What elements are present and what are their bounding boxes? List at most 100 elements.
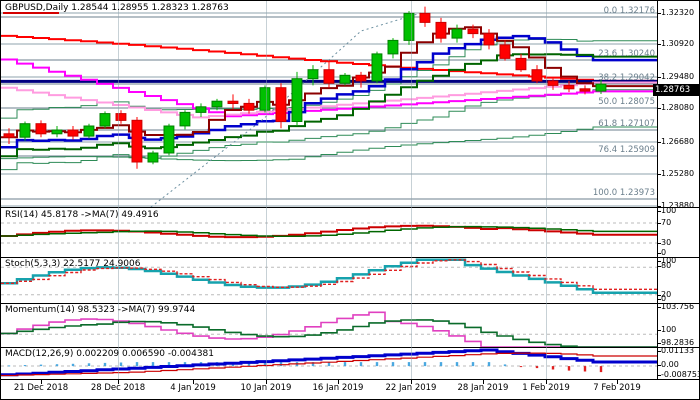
momentum-header: Momentum(14) 98.5323 ->MA(7) 99.9744 — [5, 305, 196, 315]
axis-label: -0.008753 — [661, 370, 699, 379]
time-gridline — [546, 1, 547, 379]
candle — [3, 128, 15, 144]
candle — [371, 51, 383, 84]
candle — [163, 123, 175, 156]
axis-tick — [658, 375, 661, 376]
candle — [355, 71, 367, 88]
price-tick — [658, 44, 661, 45]
time-axis-label: 7 Feb 2019 — [593, 383, 641, 393]
fibonacci-level-label: 50.0 1.28075 — [598, 97, 655, 107]
axis-tick — [658, 299, 661, 300]
axis-label: 30 — [661, 238, 672, 247]
price-tick — [658, 206, 661, 207]
candle — [131, 116, 143, 169]
candle — [115, 110, 127, 124]
rsi-axis: 100 70 30 0 — [657, 208, 699, 257]
candle — [403, 11, 415, 45]
time-gridline — [411, 1, 412, 379]
time-axis-tick — [546, 380, 547, 384]
candle — [595, 79, 607, 94]
momentum-axis: 103.756 100 98.2836 — [657, 304, 699, 347]
momentum-panel[interactable]: Momentum(14) 98.5323 ->MA(7) 99.9744 103… — [1, 303, 699, 347]
symbol-header: GBPUSD,Daily 1.28544 1.28955 1.28323 1.2… — [5, 3, 229, 13]
axis-label: 0.00 — [661, 360, 679, 370]
axis-label: 20 — [661, 289, 672, 299]
fibonacci-level-label: 0.0 1.32176 — [603, 6, 655, 16]
candle — [515, 53, 527, 72]
candle — [531, 65, 543, 84]
time-axis-tick — [41, 380, 42, 384]
fibonacci-level-label: 100.0 1.23973 — [592, 188, 655, 198]
fibonacci-level-label: 23.6 1.30240 — [598, 49, 655, 59]
rsi-plot-area[interactable] — [1, 208, 657, 257]
axis-tick — [658, 243, 661, 244]
axis-tick — [658, 211, 661, 212]
axis-tick — [658, 223, 661, 224]
axis-label: 0.01133 — [661, 347, 695, 355]
time-gridline — [118, 1, 119, 379]
candle — [451, 24, 463, 43]
axis-label: 80 — [661, 261, 672, 271]
candle — [275, 83, 287, 129]
candle — [547, 78, 559, 90]
time-axis-tick — [338, 380, 339, 384]
candle — [147, 150, 159, 165]
candle — [419, 6, 431, 27]
time-axis-tick — [118, 380, 119, 384]
macd-axis: 0.01133 0.00 -0.008753 — [657, 348, 699, 379]
candle — [83, 123, 95, 139]
axis-label: 98.2836 — [661, 338, 695, 347]
candle — [211, 98, 223, 111]
candle — [99, 111, 111, 129]
stochastic-panel[interactable]: Stoch(5,3,3) 22.5177 24.9006 100 80 20 0 — [1, 257, 699, 303]
axis-tick — [658, 365, 661, 367]
candle — [35, 120, 47, 138]
price-tick — [658, 77, 661, 78]
price-tick-label: 1.28080 — [661, 103, 695, 112]
axis-tick — [658, 343, 661, 344]
candle — [67, 125, 79, 140]
price-tick — [658, 142, 661, 143]
price-plot-area[interactable] — [1, 1, 657, 207]
candle — [259, 85, 271, 113]
time-axis-tick — [483, 380, 484, 384]
candle — [579, 85, 591, 95]
price-tick — [658, 13, 661, 14]
time-axis: 21 Dec 2018 28 Dec 2018 4 Jan 2019 10 Jan 2… — [1, 379, 699, 399]
axis-tick — [658, 266, 661, 268]
time-axis-tick — [193, 380, 194, 384]
time-axis-label: 16 Jan 2019 — [312, 383, 364, 393]
price-axis[interactable]: 1.32320 1.30920 1.29480 1.28080 1.26680 1.252… — [657, 1, 699, 207]
rsi-panel[interactable]: RSI(14) 45.8178 ->MA(7) 49.4916 100 70 30 0 — [1, 207, 699, 257]
time-axis-label: 22 Jan 2019 — [385, 383, 437, 393]
candle — [291, 71, 303, 126]
price-tick — [658, 174, 661, 175]
axis-tick — [658, 253, 661, 254]
candle — [243, 98, 255, 114]
time-axis-tick — [266, 380, 267, 384]
rsi-header: RSI(14) 45.8178 ->MA(7) 49.4916 — [5, 210, 159, 220]
candle — [227, 94, 239, 110]
price-tick — [658, 108, 661, 109]
fibonacci-level-label: 38.2 1.29042 — [598, 73, 655, 83]
macd-header: MACD(12,26,9) 0.002209 0.006590 -0.00438… — [5, 349, 215, 359]
price-panel[interactable]: GBPUSD,Daily 1.28544 1.28955 1.28323 1.2… — [1, 1, 699, 207]
axis-tick — [658, 330, 661, 332]
axis-tick — [658, 294, 661, 296]
stochastic-plot-area[interactable] — [1, 258, 657, 303]
fibonacci-level-label: 76.4 1.25909 — [598, 145, 655, 155]
price-tick-label: 1.26680 — [661, 137, 695, 146]
axis-label: 103.756 — [661, 303, 695, 311]
axis-label: 100 — [661, 257, 677, 265]
time-axis-tick — [617, 380, 618, 384]
stochastic-axis: 100 80 20 0 — [657, 258, 699, 303]
current-price-label: 1.28763 — [653, 84, 699, 96]
candle — [339, 73, 351, 86]
momentum-plot-area[interactable] — [1, 304, 657, 347]
macd-plot-area[interactable] — [1, 348, 657, 379]
macd-panel[interactable]: MACD(12,26,9) 0.002209 0.006590 -0.00438… — [1, 347, 699, 379]
candle — [51, 125, 63, 138]
candle — [195, 103, 207, 117]
time-axis-label: 1 Feb 2019 — [522, 383, 570, 393]
stochastic-header: Stoch(5,3,3) 22.5177 24.9006 — [5, 259, 141, 269]
